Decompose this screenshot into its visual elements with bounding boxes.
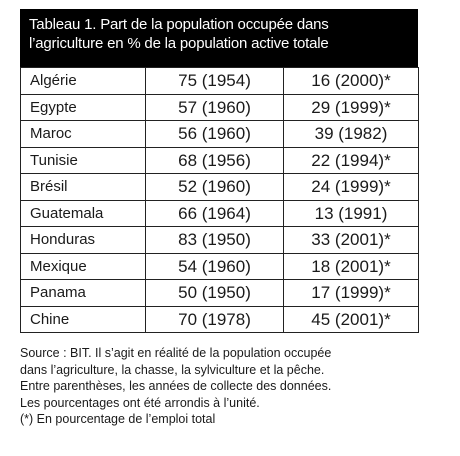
second-value-cell: 45 (2001)* [283,305,419,333]
second-value-cell: 17 (1999)* [283,279,419,307]
first-value-cell: 56 (1960) [145,120,284,148]
source-line: Entre parenthèses, les années de collect… [20,379,332,393]
first-value-cell: 57 (1960) [145,93,284,121]
first-value-cell: 68 (1956) [145,146,284,174]
first-value-cell: 54 (1960) [145,252,284,280]
table-title-line: l’agriculture en % de la population acti… [29,35,329,52]
source-line: (*) En pourcentage de l’emploi total [20,412,216,426]
table-row: Egypte 57 (1960) 29 (1999)* [20,93,419,121]
country-cell: Maroc [20,120,146,148]
source-note: Source : BIT. Il s’agit en réalité de la… [20,345,440,428]
table-row: Chine 70 (1978) 45 (2001)* [20,305,419,333]
first-value-cell: 75 (1954) [145,67,284,95]
second-value-cell: 39 (1982) [283,120,419,148]
table-row: Panama 50 (1950) 17 (1999)* [20,279,419,307]
source-line: dans l’agriculture, la chasse, la sylvic… [20,362,325,377]
second-value-cell: 22 (1994)* [283,146,419,174]
first-value-cell: 70 (1978) [145,305,284,333]
country-cell: Brésil [20,173,146,201]
table-row: Honduras 83 (1950) 33 (2001)* [20,226,419,254]
second-value-cell: 24 (1999)* [283,173,419,201]
second-value-cell: 29 (1999)* [283,93,419,121]
table-row: Brésil 52 (1960) 24 (1999)* [20,173,419,201]
second-value-cell: 13 (1991) [283,199,419,227]
country-cell: Egypte [20,93,146,121]
table-row: Maroc 56 (1960) 39 (1982) [20,120,419,148]
country-cell: Algérie [20,67,146,95]
table-row: Algérie 75 (1954) 16 (2000)* [20,67,419,95]
country-cell: Panama [20,279,146,307]
second-value-cell: 18 (2001)* [283,252,419,280]
country-cell: Guatemala [20,199,146,227]
table-title-line: Tableau 1. Part de la population occupée… [29,16,329,33]
table-row: Tunisie 68 (1956) 22 (1994)* [20,146,419,174]
source-line: Les pourcentages ont été arrondis à l’un… [20,395,260,410]
country-cell: Chine [20,305,146,333]
table-row: Mexique 54 (1960) 18 (2001)* [20,252,419,280]
second-value-cell: 33 (2001)* [283,226,419,254]
first-value-cell: 83 (1950) [145,226,284,254]
first-value-cell: 50 (1950) [145,279,284,307]
country-cell: Honduras [20,226,146,254]
table-figure: Tableau 1. Part de la population occupée… [20,9,419,333]
data-table: Algérie 75 (1954) 16 (2000)* Egypte 57 (… [20,67,419,333]
first-value-cell: 52 (1960) [145,173,284,201]
source-line: Source : BIT. Il s’agit en réalité de la… [20,346,332,360]
table-row: Guatemala 66 (1964) 13 (1991) [20,199,419,227]
table-title: Tableau 1. Part de la population occupée… [20,9,418,67]
country-cell: Mexique [20,252,146,280]
second-value-cell: 16 (2000)* [283,67,419,95]
first-value-cell: 66 (1964) [145,199,284,227]
country-cell: Tunisie [20,146,146,174]
